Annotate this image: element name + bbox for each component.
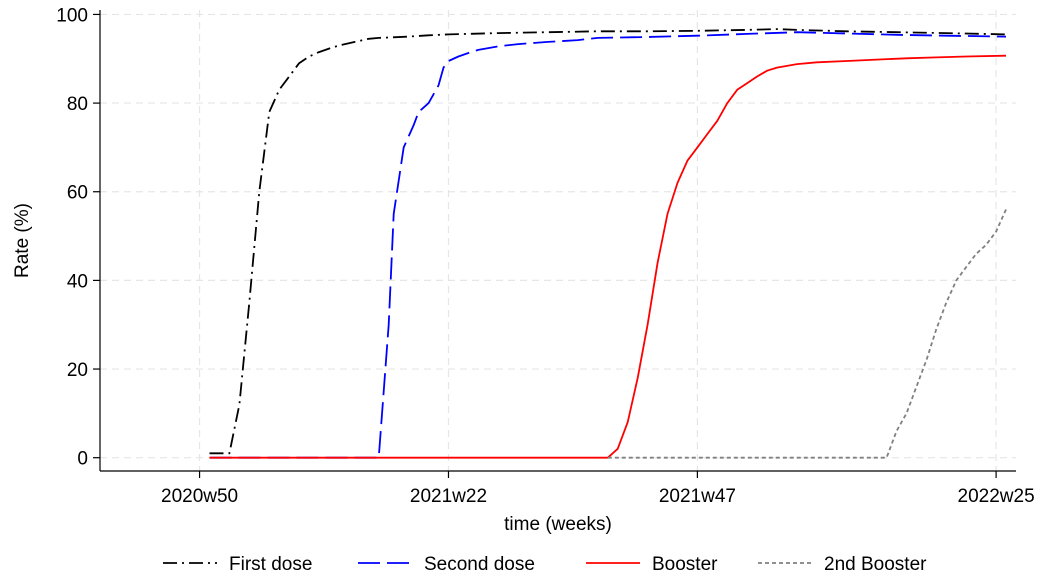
y-axis-title: Rate (%) [12, 203, 33, 278]
series-line-booster [209, 54, 1007, 459]
y-tick-label: 100 [56, 5, 88, 26]
legend-label: 2nd Booster [824, 554, 927, 575]
y-tick-label: 80 [67, 94, 88, 115]
legend-label: Booster [652, 554, 718, 575]
axes [93, 10, 1016, 478]
legend-label: Second dose [424, 554, 535, 575]
x-tick-label: 2020w50 [161, 486, 238, 507]
x-tick-label: 2022w25 [958, 486, 1035, 507]
legend-label: First dose [229, 554, 312, 575]
y-tick-label: 40 [67, 271, 88, 292]
x-tick-label: 2021w47 [659, 486, 736, 507]
series-line-second-dose [209, 31, 1007, 459]
y-tick-label: 0 [77, 449, 88, 470]
series-line-2nd-booster [607, 209, 1007, 459]
x-tick-label: 2021w22 [410, 486, 487, 507]
grid-lines [100, 10, 1016, 471]
tick-labels: 0 20 40 60 80 100 2020w50 2021w22 2021w47 2022w25 [56, 5, 1034, 507]
series-line-first-dose [209, 28, 1007, 455]
y-tick-label: 60 [67, 183, 88, 204]
y-tick-label: 20 [67, 360, 88, 381]
x-axis-title: time (weeks) [504, 514, 612, 535]
series-lines [209, 28, 1007, 459]
legend: First dose Second dose Booster 2nd Booster [163, 554, 927, 575]
